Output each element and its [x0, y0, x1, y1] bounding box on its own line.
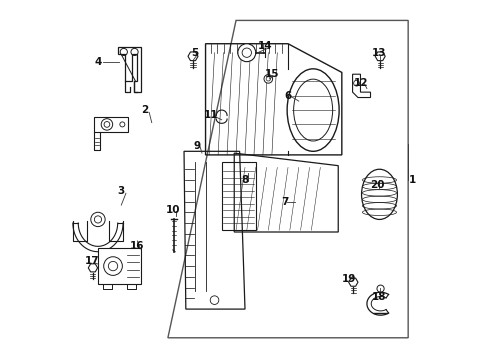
- Circle shape: [264, 75, 272, 83]
- Text: 7: 7: [281, 197, 288, 207]
- Text: 16: 16: [130, 241, 145, 251]
- Text: 9: 9: [193, 141, 200, 151]
- Polygon shape: [88, 264, 98, 272]
- Polygon shape: [188, 52, 198, 60]
- Text: 19: 19: [342, 274, 356, 284]
- Polygon shape: [375, 52, 385, 60]
- Circle shape: [238, 44, 256, 62]
- Text: 8: 8: [242, 175, 248, 185]
- Text: 5: 5: [191, 48, 198, 58]
- Text: 1: 1: [409, 175, 416, 185]
- Text: 11: 11: [204, 111, 218, 121]
- Text: 4: 4: [94, 57, 101, 67]
- Text: 20: 20: [370, 180, 385, 190]
- Text: 6: 6: [284, 91, 292, 101]
- FancyBboxPatch shape: [98, 248, 141, 284]
- Text: 15: 15: [265, 69, 279, 79]
- Ellipse shape: [287, 69, 339, 151]
- Text: 10: 10: [166, 206, 180, 216]
- Text: 2: 2: [141, 105, 148, 115]
- Bar: [95, 117, 128, 132]
- Text: 17: 17: [85, 256, 100, 266]
- Polygon shape: [349, 278, 358, 286]
- Text: 14: 14: [257, 41, 272, 50]
- Text: 13: 13: [372, 48, 387, 58]
- Text: 12: 12: [354, 78, 369, 88]
- Ellipse shape: [362, 169, 397, 220]
- Text: 18: 18: [372, 292, 387, 302]
- Text: 3: 3: [118, 186, 125, 196]
